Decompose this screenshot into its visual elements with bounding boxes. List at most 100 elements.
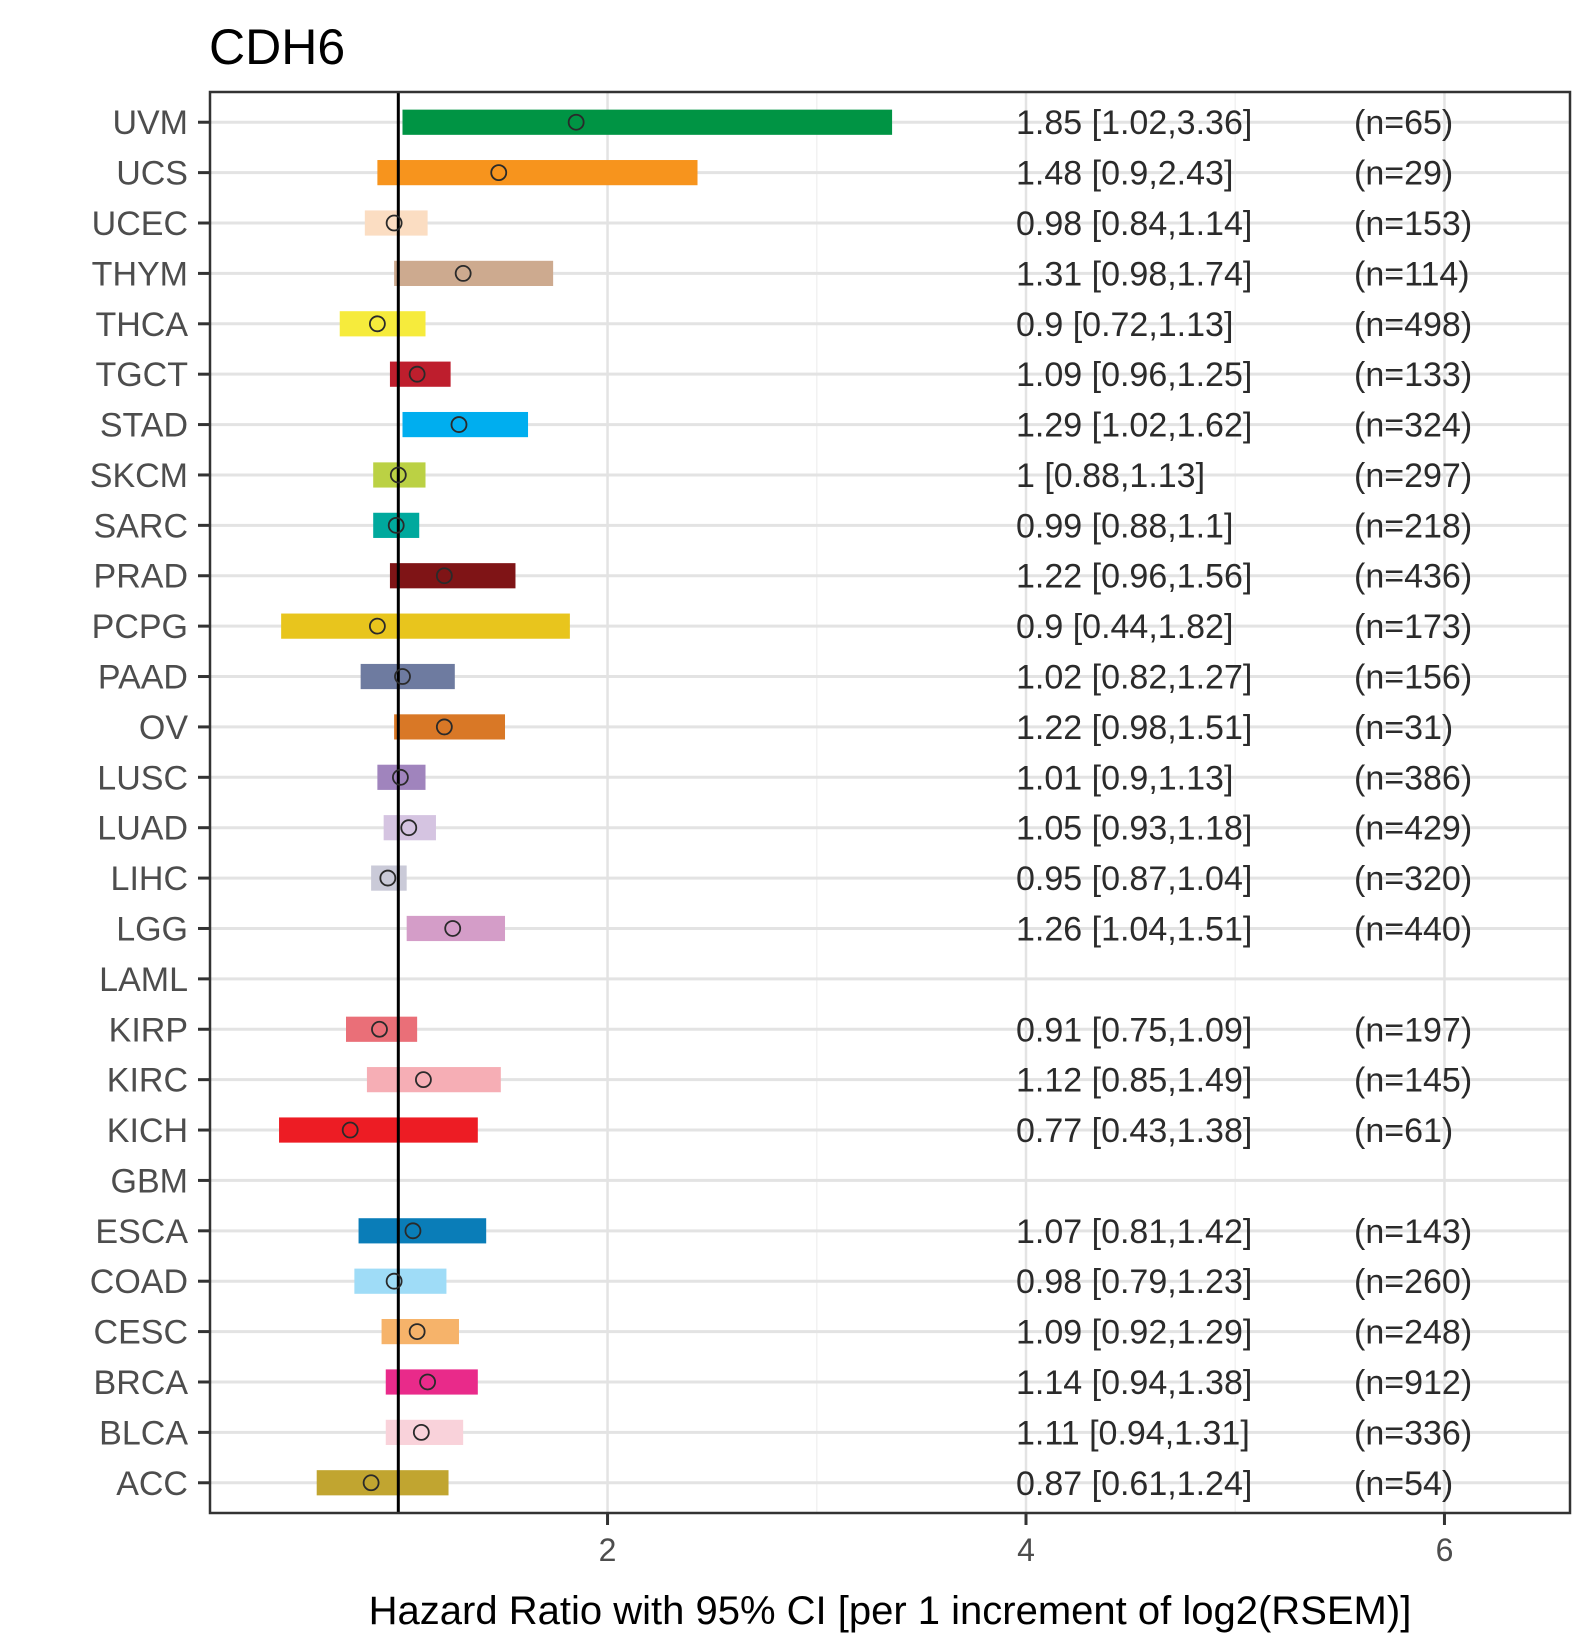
ci-bar	[402, 109, 893, 135]
sample-size-text: (n=498)	[1354, 306, 1472, 344]
y-tick-label: COAD	[90, 1263, 188, 1301]
y-tick-label: OV	[139, 709, 188, 747]
sample-size-text: (n=61)	[1354, 1112, 1453, 1150]
hr-ci-text: 1.22 [0.96,1.56]	[1016, 558, 1252, 596]
hr-ci-text: 1.22 [0.98,1.51]	[1016, 709, 1252, 747]
sample-size-text: (n=429)	[1354, 810, 1472, 848]
hr-point	[371, 1020, 388, 1038]
y-tick-label: ESCA	[95, 1213, 188, 1251]
hr-ci-text: 1.11 [0.94,1.31]	[1016, 1414, 1250, 1452]
hr-point	[490, 164, 508, 182]
hr-ci-text: 1.12 [0.85,1.49]	[1016, 1062, 1252, 1100]
hr-ci-text: 1.05 [0.93,1.18]	[1016, 810, 1252, 848]
y-tick-label: UCEC	[92, 205, 188, 243]
sample-size-text: (n=29)	[1354, 155, 1453, 193]
ci-bar	[316, 1470, 449, 1496]
ci-bar	[371, 865, 407, 891]
ci-bar	[377, 160, 698, 186]
hr-point	[391, 768, 409, 786]
hr-ci-text: 1.14 [0.94,1.38]	[1016, 1364, 1252, 1402]
y-tick-label: LUSC	[97, 759, 188, 797]
ci-bar	[402, 411, 529, 438]
sample-size-text: (n=133)	[1354, 356, 1472, 394]
y-tick-label: LGG	[116, 910, 188, 948]
hr-point	[454, 265, 472, 282]
hr-ci-text: 0.87 [0.61,1.24]	[1016, 1465, 1252, 1503]
hr-ci-text: 0.98 [0.79,1.23]	[1016, 1263, 1252, 1301]
sample-size-text: (n=912)	[1354, 1364, 1472, 1402]
y-axis: UVM UCS UCEC THYM THCA TGCT STAD SKCM SARC PRAD PC…	[90, 104, 210, 1503]
hr-ci-text: 0.91 [0.75,1.09]	[1016, 1011, 1252, 1049]
y-tick-label: PRAD	[94, 558, 188, 596]
hr-ci-text: 1.02 [0.82,1.27]	[1016, 659, 1252, 697]
y-tick-label: LIHC	[111, 860, 188, 898]
chart-title: CDH6	[209, 19, 345, 75]
ci-bar	[339, 311, 426, 337]
y-tick-label: SKCM	[90, 457, 188, 495]
ci-bar	[394, 260, 554, 287]
ci-bar	[406, 915, 506, 942]
y-tick-label: PCPG	[92, 608, 188, 646]
ci-bar	[394, 714, 506, 740]
sample-size-text: (n=114)	[1354, 255, 1470, 293]
hr-points	[341, 113, 585, 1492]
y-tick-label: ACC	[116, 1465, 188, 1503]
sample-size-text: (n=143)	[1354, 1213, 1472, 1251]
hr-ci-text: 1.31 [0.98,1.74]	[1016, 255, 1252, 293]
y-tick-label: UCS	[116, 155, 188, 193]
ci-bar	[281, 613, 570, 639]
y-tick-label: PAAD	[98, 659, 188, 697]
sample-size-text: (n=248)	[1354, 1314, 1472, 1352]
y-tick-label: THCA	[95, 306, 188, 344]
hr-point	[435, 718, 453, 736]
hr-ci-text: 1.85 [1.02,3.36]	[1016, 104, 1252, 142]
sample-size-text: (n=260)	[1354, 1263, 1472, 1301]
hr-point	[408, 365, 426, 383]
hr-point	[394, 668, 411, 685]
y-tick-label: CESC	[94, 1314, 188, 1352]
ci-bar	[279, 1117, 478, 1143]
hr-ci-text: 1.01 [0.9,1.13]	[1016, 759, 1233, 797]
hr-ci-text: 1.07 [0.81,1.42]	[1016, 1213, 1252, 1251]
sample-size-text: (n=145)	[1354, 1062, 1472, 1100]
sample-size-text: (n=54)	[1354, 1465, 1453, 1503]
sample-size-text: (n=386)	[1354, 759, 1472, 797]
hr-point	[450, 416, 468, 433]
x-axis: 2 4 6	[599, 1513, 1453, 1568]
y-tick-label: THYM	[92, 255, 188, 293]
y-tick-label: KICH	[107, 1112, 188, 1150]
sample-size-text: (n=324)	[1354, 407, 1472, 445]
hr-point	[404, 1222, 422, 1240]
hr-point	[444, 920, 462, 937]
y-tick-label: LUAD	[97, 810, 188, 848]
hr-point	[567, 113, 585, 131]
ci-bar	[383, 815, 436, 841]
hr-point	[387, 516, 405, 534]
ci-bar	[389, 361, 451, 387]
sample-size-text: (n=336)	[1354, 1414, 1472, 1452]
ci-bar	[364, 210, 428, 236]
hr-point	[385, 1272, 403, 1290]
sample-size-text: (n=197)	[1354, 1011, 1472, 1049]
ci-bar	[373, 512, 420, 538]
hr-point	[341, 1121, 359, 1139]
ci-bar	[346, 1016, 418, 1042]
hr-point	[362, 1474, 380, 1492]
sample-size-text: (n=31)	[1354, 709, 1453, 747]
hr-ci-text: 1 [0.88,1.13]	[1016, 457, 1205, 495]
x-tick-label: 2	[599, 1532, 617, 1568]
ci-bar	[354, 1268, 447, 1294]
hr-ci-text: 0.99 [0.88,1.1]	[1016, 507, 1233, 545]
hr-ci-text: 1.09 [0.96,1.25]	[1016, 356, 1252, 394]
y-tick-label: LAML	[99, 961, 188, 999]
ci-bar	[385, 1369, 478, 1395]
hr-point	[415, 1071, 432, 1089]
y-tick-label: GBM	[111, 1162, 188, 1200]
sample-size-text: (n=440)	[1354, 910, 1472, 948]
hr-ci-text: 1.29 [1.02,1.62]	[1016, 407, 1252, 445]
ci-bar	[358, 1218, 487, 1244]
hr-ci-text: 0.98 [0.84,1.14]	[1016, 205, 1252, 243]
hr-point	[419, 1373, 437, 1391]
y-tick-label: SARC	[94, 507, 188, 545]
